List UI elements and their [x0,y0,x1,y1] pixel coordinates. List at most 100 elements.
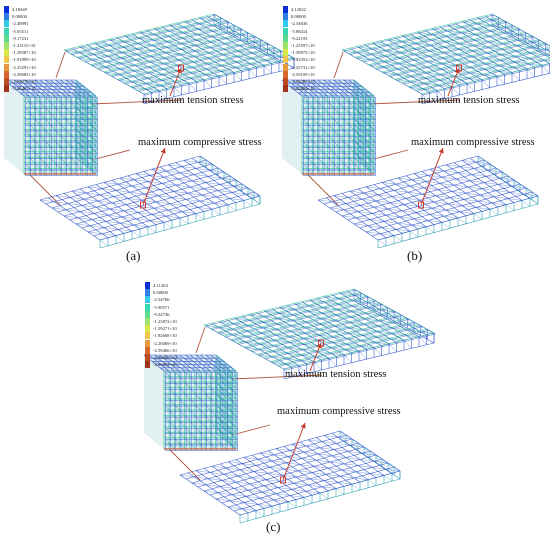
grid-diagonal [216,439,223,446]
grid-line [353,146,375,164]
grid-diagonal [51,89,62,93]
grid-diagonal [251,477,267,480]
grid-diagonal [35,108,42,115]
grid-diagonal [341,49,357,53]
grid-diagonal [391,327,406,330]
grid-diagonal [353,135,359,145]
grid-diagonal [189,77,205,80]
grid-diagonal [206,372,212,379]
grid-diagonal [344,97,350,104]
grid-diagonal [286,352,301,355]
grid-diagonal [320,329,335,333]
grid-diagonal [235,481,251,485]
grid-diagonal [412,59,428,62]
grid-diagonal [357,52,372,55]
grid-diagonal [161,183,177,186]
grid-diagonal [330,347,345,350]
grid-line [215,393,237,411]
legend-swatch [4,70,9,78]
grid-diagonal [153,207,169,211]
legend-entry: -2.58683×10 [4,70,36,78]
legend-swatch [145,318,150,325]
cube-side-face [215,354,237,450]
grid-line [215,432,237,450]
grid-diagonal [483,182,499,185]
grid-diagonal [458,54,473,58]
grid-diagonal [182,31,197,35]
grid-diagonal [359,114,366,120]
grid-diagonal [361,119,367,129]
grid-diagonal [449,197,465,200]
slab-top-face [179,430,401,516]
grid-diagonal [66,130,72,137]
grid-diagonal [455,76,470,79]
grid-diagonal [393,190,409,193]
legend-entry: -5.88414 [283,27,307,35]
grid-diagonal [198,29,214,32]
grid-diagonal [387,208,403,212]
grid-diagonal [363,329,379,333]
grid-diagonal [452,81,468,84]
grid-diagonal [45,141,52,148]
grid-diagonal [221,480,237,483]
grid-diagonal [30,158,36,165]
grid-diagonal [92,125,98,132]
grid-diagonal [353,91,359,101]
grid-diagonal [385,56,401,59]
grid-diagonal [263,322,279,325]
grid-diagonal [225,44,240,47]
grid-diagonal [232,411,238,418]
grid-diagonal [206,74,221,78]
grid-diagonal [109,45,124,48]
grid-diagonal [334,164,340,171]
grid-diagonal [140,32,155,36]
grid-diagonal [87,139,93,149]
upper-slab [341,13,550,105]
grid-diagonal [400,58,415,61]
legend-entry: 0.00000 [145,289,168,297]
grid-diagonal [51,158,57,165]
legend-swatch [4,42,9,49]
grid-diagonal [313,141,320,148]
grid-diagonal [30,102,36,109]
grid-diagonal [291,319,306,322]
grid-diagonal [201,400,207,407]
grid-diagonal [438,79,453,82]
grid-diagonal [412,71,427,74]
grid-diagonal [462,27,477,30]
grid-diagonal [337,436,353,440]
grid-diagonal [91,103,97,113]
grid-diagonal [417,206,433,209]
grid-diagonal [337,309,353,313]
grid-diagonal [443,58,458,61]
grid-line [302,79,323,97]
grid-diagonal [289,342,304,345]
grid-diagonal [461,32,477,36]
grid-diagonal [171,364,181,368]
grid-line [29,79,50,97]
grid-diagonal [209,41,225,44]
grid-diagonal [241,34,256,38]
panel-label-b: (b) [407,248,423,263]
grid-diagonal [476,17,492,20]
grid-diagonal [159,189,175,192]
grid-diagonal [215,421,221,431]
grid-diagonal [159,367,170,372]
grid-diagonal [225,32,240,35]
grid-diagonal [276,323,291,326]
grid-diagonal [224,37,240,40]
grid-diagonal [213,361,223,365]
legend-swatch [145,339,150,347]
grid-diagonal [40,92,50,97]
grid-diagonal [51,125,57,132]
grid-diagonal [189,186,205,190]
grid-line [55,79,76,97]
grid-line [376,33,527,70]
grid-diagonal [111,202,127,205]
grid-diagonal [303,130,309,137]
grid-diagonal [19,92,30,97]
grid-diagonal [471,55,486,58]
grid-diagonal [324,302,339,305]
grid-diagonal [175,439,182,446]
grid-diagonal [361,153,367,163]
